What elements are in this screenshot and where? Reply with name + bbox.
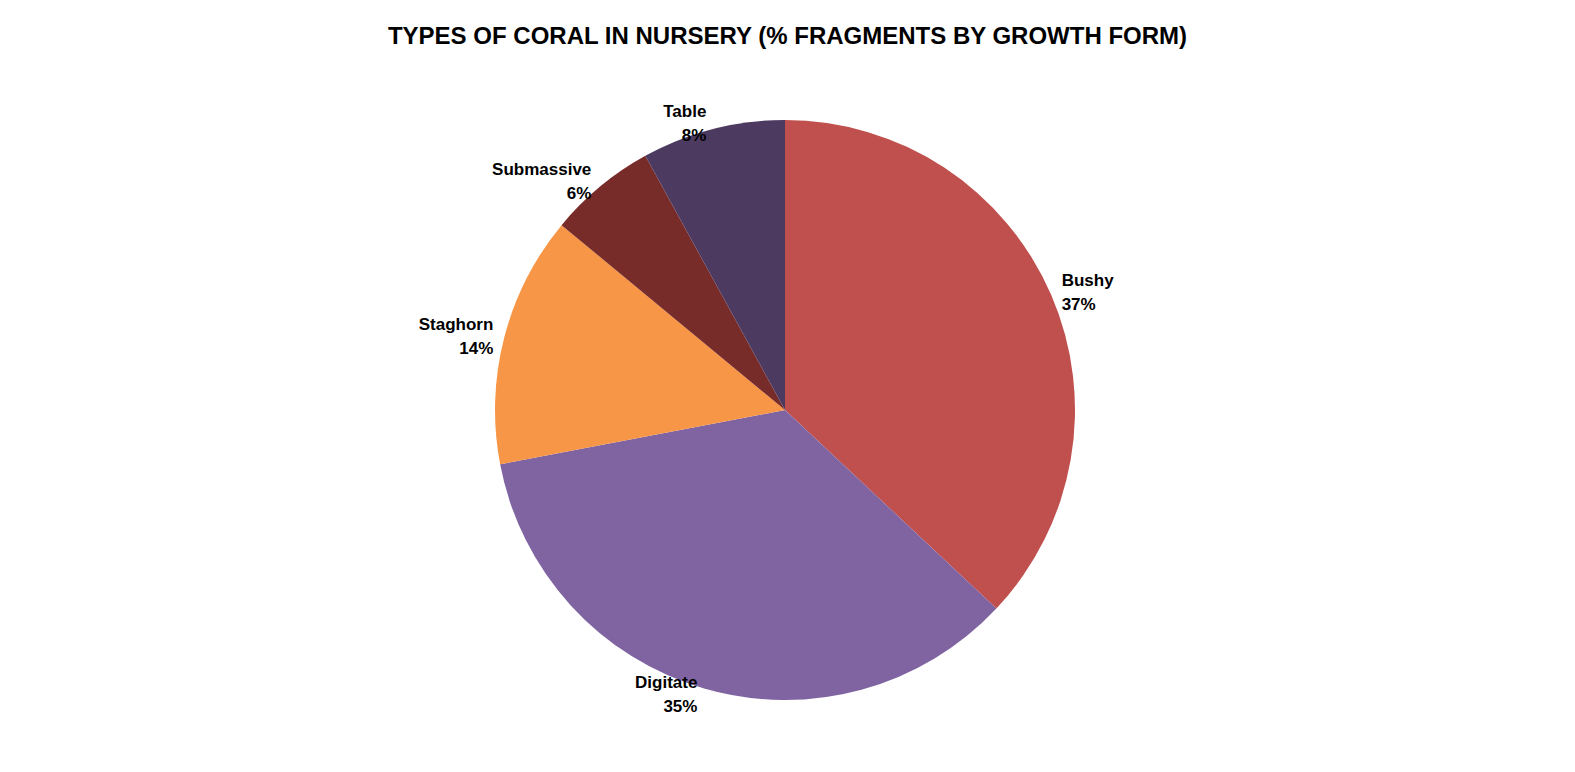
- svg-text:14%: 14%: [459, 339, 493, 358]
- svg-text:6%: 6%: [567, 184, 592, 203]
- svg-text:Digitate: Digitate: [635, 673, 697, 692]
- svg-text:Staghorn: Staghorn: [419, 315, 494, 334]
- svg-text:37%: 37%: [1062, 295, 1096, 314]
- svg-text:8%: 8%: [682, 126, 707, 145]
- svg-text:35%: 35%: [663, 697, 697, 716]
- svg-text:Bushy: Bushy: [1062, 271, 1115, 290]
- svg-text:TYPES OF CORAL IN NURSERY (% F: TYPES OF CORAL IN NURSERY (% FRAGMENTS B…: [388, 22, 1187, 49]
- svg-text:Table: Table: [663, 102, 706, 121]
- svg-text:Submassive: Submassive: [492, 160, 591, 179]
